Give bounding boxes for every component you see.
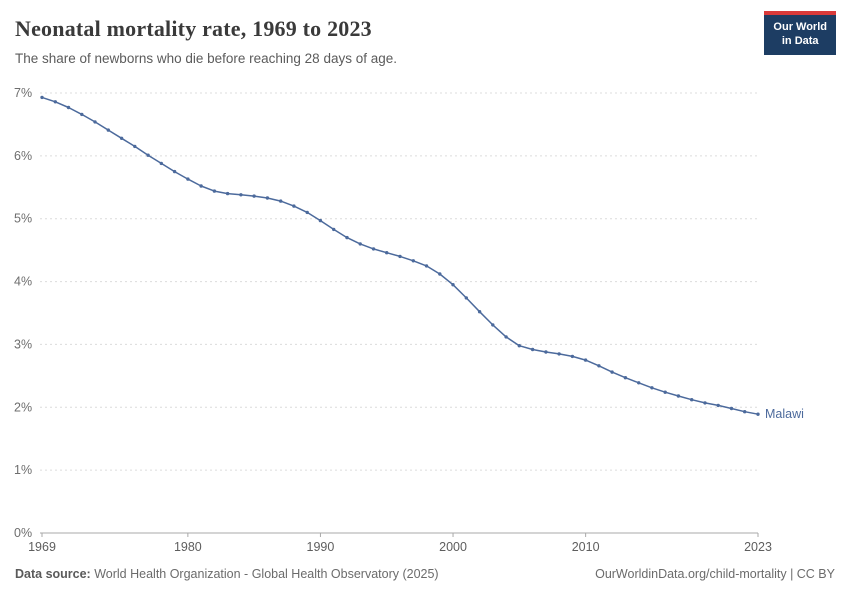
y-axis-tick-label: 7% xyxy=(14,86,32,100)
data-point[interactable] xyxy=(159,161,163,166)
data-point[interactable] xyxy=(637,381,641,385)
chart-subtitle: The share of newborns who die before rea… xyxy=(15,51,397,66)
data-point[interactable] xyxy=(729,406,734,411)
data-point[interactable] xyxy=(292,204,296,208)
data-point[interactable] xyxy=(676,394,681,398)
data-point[interactable] xyxy=(544,350,548,354)
chart-title: Neonatal mortality rate, 1969 to 2023 xyxy=(15,16,372,41)
data-source-note: Data source: World Health Organization -… xyxy=(15,567,439,581)
data-point[interactable] xyxy=(756,412,760,416)
data-point[interactable] xyxy=(252,194,256,198)
data-point[interactable] xyxy=(279,199,283,203)
data-point[interactable] xyxy=(438,272,442,276)
x-axis-tick-label: 2010 xyxy=(572,540,600,554)
data-point[interactable] xyxy=(172,169,177,174)
data-point[interactable] xyxy=(332,227,336,232)
data-point[interactable] xyxy=(610,370,614,374)
y-axis-tick-label: 0% xyxy=(14,526,32,540)
data-point[interactable] xyxy=(743,410,747,414)
data-point[interactable] xyxy=(358,242,362,246)
data-point[interactable] xyxy=(530,347,535,352)
owid-logo[interactable]: Our World in Data xyxy=(764,11,836,55)
data-point[interactable] xyxy=(239,193,243,197)
chart-footer: Data source: World Health Organization -… xyxy=(15,567,835,581)
data-point[interactable] xyxy=(80,112,84,117)
data-point[interactable] xyxy=(570,354,575,359)
data-point[interactable] xyxy=(504,335,508,339)
data-point[interactable] xyxy=(451,283,455,287)
data-point[interactable] xyxy=(477,310,482,314)
data-point[interactable] xyxy=(597,364,601,368)
data-point[interactable] xyxy=(716,403,720,408)
data-point[interactable] xyxy=(66,105,71,110)
data-source-text: World Health Organization - Global Healt… xyxy=(94,567,439,581)
y-axis-tick-label: 2% xyxy=(14,400,32,414)
y-axis-tick-label: 1% xyxy=(14,463,32,477)
data-point[interactable] xyxy=(583,358,588,362)
data-point[interactable] xyxy=(345,235,349,240)
owid-citation-link[interactable]: OurWorldinData.org/child-mortality | CC … xyxy=(595,567,835,581)
data-point[interactable] xyxy=(265,196,270,200)
data-point[interactable] xyxy=(225,191,230,196)
data-point[interactable] xyxy=(623,376,628,380)
owid-logo-line1: Our World xyxy=(773,21,827,33)
data-point[interactable] xyxy=(133,144,137,149)
data-point[interactable] xyxy=(305,210,309,215)
data-point[interactable] xyxy=(371,247,376,251)
series-label-malawi[interactable]: Malawi xyxy=(765,407,804,421)
data-source-label: Data source: xyxy=(15,567,91,581)
data-point[interactable] xyxy=(398,254,402,259)
x-axis-tick-label: 1980 xyxy=(174,540,202,554)
data-point[interactable] xyxy=(106,128,111,132)
data-point[interactable] xyxy=(318,218,323,223)
data-point[interactable] xyxy=(199,184,203,188)
x-axis-tick-label: 2023 xyxy=(744,540,772,554)
data-point[interactable] xyxy=(119,136,124,140)
data-point[interactable] xyxy=(424,264,429,268)
data-point[interactable] xyxy=(93,120,97,124)
x-axis-tick-label: 1969 xyxy=(28,540,56,554)
data-point[interactable] xyxy=(411,259,415,263)
data-point[interactable] xyxy=(703,401,707,405)
y-axis-tick-label: 5% xyxy=(14,212,32,226)
data-point[interactable] xyxy=(491,323,495,327)
data-point[interactable] xyxy=(186,177,190,181)
data-point[interactable] xyxy=(146,153,150,157)
y-axis-tick-label: 6% xyxy=(14,149,32,163)
owid-logo-line2: in Data xyxy=(781,35,819,48)
x-axis-tick-label: 2000 xyxy=(439,540,467,554)
data-point[interactable] xyxy=(650,386,654,390)
data-point[interactable] xyxy=(40,95,44,100)
y-axis-tick-label: 3% xyxy=(14,337,32,351)
data-point[interactable] xyxy=(212,189,217,193)
x-axis-tick-label: 1990 xyxy=(307,540,335,554)
data-point[interactable] xyxy=(53,100,57,104)
data-point[interactable] xyxy=(464,296,468,300)
data-point[interactable] xyxy=(557,352,561,356)
data-point[interactable] xyxy=(385,251,389,255)
data-point[interactable] xyxy=(663,390,667,394)
y-axis-tick-label: 4% xyxy=(14,275,32,289)
data-point[interactable] xyxy=(517,344,521,348)
data-point[interactable] xyxy=(690,398,694,402)
